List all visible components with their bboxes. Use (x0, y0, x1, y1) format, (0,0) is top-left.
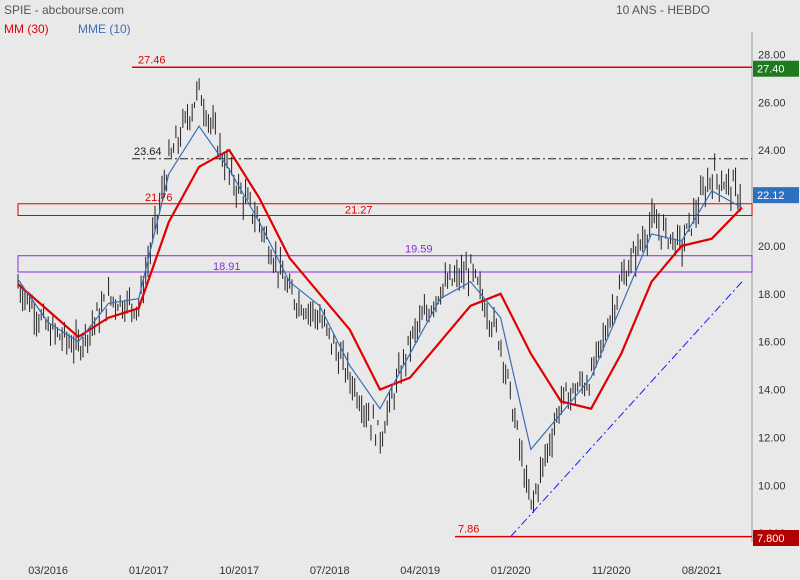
price-badge (753, 187, 799, 204)
price-badge (753, 530, 799, 546)
zone-box (17, 255, 753, 273)
trendline (510, 281, 743, 537)
y-tick-label: 18.00 (758, 289, 786, 301)
chart-period: 10 ANS - HEBDO (615, 3, 710, 17)
legend-ema: MME (10) (78, 22, 131, 36)
x-tick-label: 03/2016 (28, 565, 68, 577)
legend-ma: MM (30) (4, 22, 49, 36)
y-tick-label: 24.00 (758, 145, 786, 157)
y-tick-label: 10.00 (758, 480, 786, 492)
x-tick-label: 08/2021 (682, 565, 722, 577)
y-tick-label: 16.00 (758, 337, 786, 349)
series-line-ema (17, 125, 743, 451)
x-tick-label: 01/2017 (129, 565, 169, 577)
zone-label: 18.91 (213, 261, 241, 273)
zone-label: 21.27 (345, 204, 373, 216)
y-tick-label: 26.00 (758, 97, 786, 109)
x-tick-label: 01/2020 (491, 565, 531, 577)
zone-label: 19.59 (405, 244, 433, 256)
price-bars (17, 78, 741, 513)
price-badge-label: 7.800 (757, 533, 785, 545)
x-tick-label: 04/2019 (400, 565, 440, 577)
x-tick-label: 11/2020 (592, 565, 631, 577)
series-line-ma (17, 148, 743, 410)
y-tick-label: 12.00 (758, 432, 786, 444)
price-badge-label: 22.12 (757, 190, 785, 202)
zone-label: 21.76 (145, 192, 173, 204)
level-label: 23.64 (134, 146, 162, 158)
level-label: 27.46 (138, 54, 166, 66)
chart-title: SPIE - abcbourse.com (4, 3, 125, 17)
x-tick-label: 10/2017 (219, 565, 259, 577)
price-badge-label: 27.40 (757, 64, 785, 76)
y-tick-label: 28.00 (758, 49, 786, 61)
level-label: 7.86 (458, 524, 479, 536)
y-tick-label: 14.00 (758, 385, 786, 397)
zone-box (17, 203, 753, 216)
x-tick-label: 07/2018 (310, 565, 350, 577)
y-tick-label: 20.00 (758, 241, 786, 253)
price-badge (753, 60, 799, 77)
